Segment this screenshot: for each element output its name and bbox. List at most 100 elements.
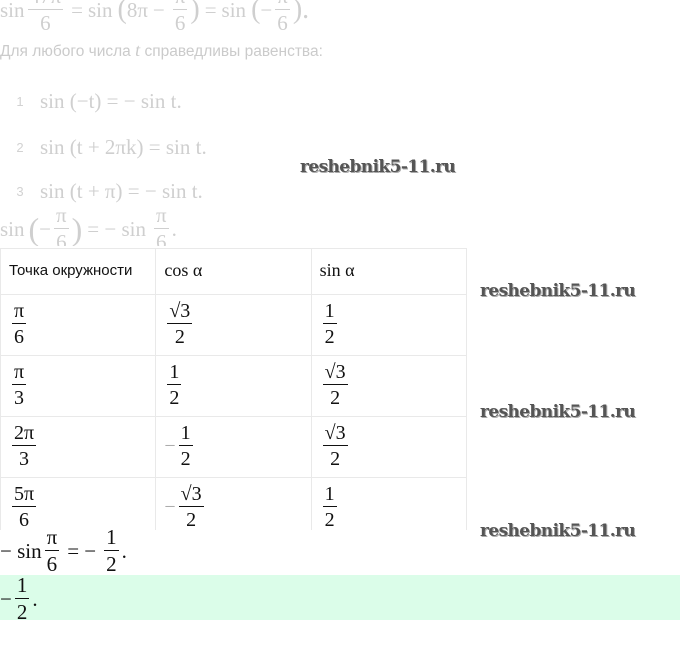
- numerator: π: [12, 300, 27, 324]
- numerator: √3: [178, 483, 204, 507]
- sign: −: [164, 434, 176, 457]
- numerator: π: [153, 205, 169, 229]
- math-text: − sin: [0, 538, 42, 563]
- math-text: .: [121, 538, 127, 563]
- identity-3: 3 sin (t + π) = − sin t.: [0, 179, 202, 204]
- intro-var: t: [135, 40, 141, 60]
- cos-cell: − √3 2: [155, 477, 312, 530]
- watermark: reshebnik5-11.ru: [480, 402, 636, 422]
- identity-1: 1 sin (−t) = − sin t.: [0, 89, 181, 114]
- denominator: 2: [330, 387, 341, 409]
- paren: (: [117, 0, 127, 25]
- table-header: Точка окружности: [0, 248, 157, 295]
- numerator: π: [44, 530, 60, 551]
- top-equation: sin 47π6 = sin ( 8π − π6 ) = sin ( − π6 …: [0, 0, 309, 33]
- denominator: 6: [156, 230, 167, 247]
- math-text: sin: [87, 0, 113, 22]
- numerator: π: [275, 0, 290, 10]
- math-text: .: [32, 586, 38, 611]
- header-text: Точка окружности: [9, 262, 133, 279]
- intro-after: справедливы равенства:: [144, 43, 323, 60]
- paren: ): [71, 210, 83, 247]
- denominator: 2: [106, 552, 117, 575]
- numerator: √3: [322, 422, 348, 446]
- list-number: 2: [16, 140, 24, 155]
- numerator: 1: [322, 483, 337, 507]
- sin-cell: √3 2: [310, 355, 468, 417]
- intro-before: Для любого числа: [0, 43, 131, 60]
- math-text: sin: [221, 0, 247, 22]
- paren: ).: [292, 0, 310, 25]
- denominator: 6: [19, 509, 30, 530]
- paren: ): [190, 0, 200, 25]
- denominator: 6: [46, 552, 58, 575]
- cell-value: √3 2: [320, 362, 458, 408]
- math-text: −: [260, 0, 273, 22]
- sign: −: [0, 586, 12, 611]
- denominator: 2: [16, 600, 28, 621]
- cell-value: √3 2: [164, 301, 302, 347]
- header-text: sin α: [319, 260, 355, 280]
- math-text: sin: [0, 216, 25, 241]
- table-row: 2π 3 −1 2 √3 2: [0, 416, 468, 478]
- math-text: = − sin: [87, 216, 146, 241]
- denominator: 6: [40, 11, 51, 34]
- numerator: 1: [322, 300, 337, 324]
- math-text: 8π: [126, 0, 148, 22]
- sin-cell: √3 2: [310, 416, 468, 478]
- table-header: cos α: [155, 248, 312, 295]
- point-cell: 2π 3: [0, 416, 157, 478]
- cell-value: − √3 2: [164, 484, 302, 530]
- list-number: 3: [16, 184, 24, 199]
- header-text: cos α: [164, 260, 203, 280]
- intro-text: Для любого числа t справедливы равенства…: [0, 40, 323, 61]
- fraction: 47π6: [27, 0, 64, 34]
- math-text: −: [152, 0, 165, 22]
- fraction: π6: [275, 0, 290, 33]
- math-text: .: [171, 216, 177, 241]
- math-text: =: [71, 0, 83, 22]
- numerator: 1: [167, 361, 182, 385]
- table-header: sin α: [310, 248, 468, 295]
- fraction: √3 2: [322, 361, 348, 409]
- watermark: reshebnik5-11.ru: [300, 157, 456, 177]
- numerator: π: [12, 361, 27, 385]
- identity-2: 2 sin (t + 2πk) = sin t.: [0, 135, 207, 160]
- numerator: √3: [322, 361, 348, 385]
- fraction: √3 2: [178, 483, 204, 530]
- cos-cell: −1 2: [155, 416, 312, 478]
- denominator: 3: [14, 387, 25, 409]
- cell-value: √3 2: [320, 423, 458, 469]
- denominator: 3: [19, 448, 30, 470]
- fraction: 5π 6: [12, 484, 37, 530]
- identity-formula: sin (t + 2πk) = sin t.: [40, 135, 207, 159]
- cell-value: −1 2: [164, 423, 302, 469]
- numerator: 1: [14, 575, 30, 599]
- fraction: √3 2: [322, 422, 348, 469]
- math-text: sin: [0, 0, 25, 22]
- denominator: 6: [56, 230, 67, 247]
- paren: (: [28, 210, 40, 247]
- fraction: √3 2: [167, 301, 193, 347]
- cos-cell: √3 2: [155, 294, 312, 356]
